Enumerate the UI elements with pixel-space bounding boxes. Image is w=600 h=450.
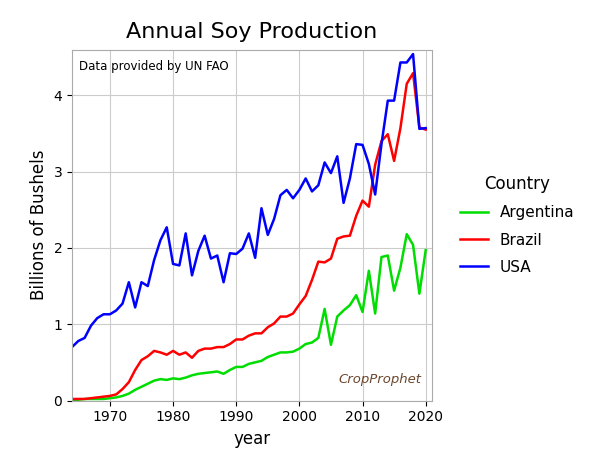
Brazil xyxy=(220,344,227,350)
Brazil xyxy=(409,71,416,76)
USA xyxy=(163,225,170,230)
Brazil xyxy=(422,127,429,132)
Text: CropProphet: CropProphet xyxy=(338,374,421,387)
USA xyxy=(308,189,316,194)
Legend: Argentina, Brazil, USA: Argentina, Brazil, USA xyxy=(454,169,581,281)
Argentina xyxy=(88,396,95,402)
Line: Argentina: Argentina xyxy=(72,234,425,400)
USA xyxy=(409,51,416,57)
Brazil xyxy=(81,396,88,402)
Brazil xyxy=(68,396,76,402)
Argentina xyxy=(403,231,410,237)
Argentina xyxy=(308,340,316,345)
Brazil xyxy=(163,352,170,357)
Brazil xyxy=(315,259,322,264)
Brazil xyxy=(308,277,316,283)
Argentina xyxy=(422,248,429,253)
Line: Brazil: Brazil xyxy=(72,73,425,399)
USA xyxy=(88,323,95,328)
USA xyxy=(220,279,227,285)
USA xyxy=(315,183,322,188)
USA xyxy=(422,126,429,131)
Argentina xyxy=(163,377,170,382)
USA xyxy=(81,335,88,341)
Argentina xyxy=(220,371,227,377)
Argentina xyxy=(81,396,88,402)
Line: USA: USA xyxy=(72,54,425,347)
Text: Data provided by UN FAO: Data provided by UN FAO xyxy=(79,60,229,73)
Argentina xyxy=(68,397,76,402)
Brazil xyxy=(88,396,95,401)
USA xyxy=(68,344,76,350)
Argentina xyxy=(315,335,322,341)
Y-axis label: Billions of Bushels: Billions of Bushels xyxy=(30,150,48,300)
Title: Annual Soy Production: Annual Soy Production xyxy=(127,22,377,42)
X-axis label: year: year xyxy=(233,430,271,448)
